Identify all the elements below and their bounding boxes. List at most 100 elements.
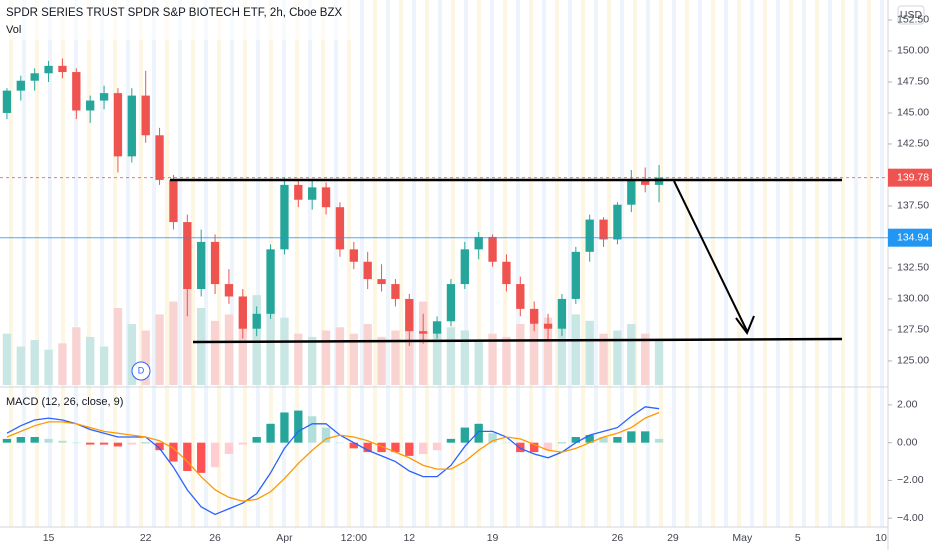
y-tick-label: 132.50: [897, 262, 929, 274]
last-price-label: 139.78: [897, 171, 929, 183]
volume-bar: [571, 314, 580, 385]
y-tick-label: 150.00: [897, 45, 929, 57]
macd-histogram: [197, 442, 206, 473]
macd-histogram: [141, 442, 150, 444]
marked-price-tag: [888, 228, 932, 247]
macd-histogram: [210, 442, 220, 468]
macd-histogram: [571, 437, 580, 443]
last-price-tag: [888, 168, 932, 187]
macd-histogram: [349, 442, 358, 449]
macd-histogram: [543, 442, 553, 451]
macd-histogram: [294, 410, 303, 443]
macd-histogram: [335, 442, 345, 444]
macd-histogram: [86, 442, 95, 445]
volume-bar: [44, 349, 53, 385]
y2-tick-label: −2.00: [897, 474, 924, 486]
candle-body: [363, 261, 372, 280]
macd-histogram: [419, 442, 428, 455]
macd-histogram: [72, 442, 81, 444]
macd-histogram: [516, 442, 525, 453]
macd-histogram: [363, 442, 372, 453]
candle-body: [488, 236, 497, 262]
volume-bar: [641, 333, 650, 385]
support-line: [192, 337, 843, 344]
volume-bar: [363, 324, 372, 385]
candle-body: [127, 95, 136, 157]
candle-body: [169, 179, 178, 223]
volume-bar: [86, 336, 95, 385]
event-marker[interactable]: [131, 361, 151, 381]
candle-body: [585, 219, 594, 252]
currency[interactable]: USD: [900, 9, 923, 21]
candle-body: [613, 204, 622, 240]
volume-bar: [349, 333, 358, 385]
macd-histogram: [613, 437, 622, 443]
candle-body: [502, 261, 511, 285]
candle-body: [210, 241, 220, 285]
candle-body: [308, 187, 317, 200]
macd-histogram: [474, 423, 483, 443]
macd-histogram: [557, 442, 567, 444]
volume-bar: [502, 336, 511, 385]
macd-histogram: [252, 437, 261, 443]
candle-body: [543, 323, 553, 329]
volume-bar: [58, 343, 67, 385]
candle-body: [86, 100, 95, 111]
macd-histogram: [585, 435, 594, 443]
volume-bar: [335, 327, 345, 385]
volume-bar: [16, 346, 25, 385]
currency-button[interactable]: [897, 5, 925, 25]
candle-body: [141, 95, 150, 136]
candle-body: [571, 251, 580, 299]
candle-body: [474, 236, 483, 250]
macd-histogram: [224, 442, 234, 455]
macd-histogram: [44, 438, 53, 443]
volume-bar: [266, 311, 275, 385]
macd-histogram: [155, 442, 164, 451]
macd-histogram: [308, 416, 317, 443]
candle-body: [266, 249, 275, 314]
volume-bar: [141, 330, 150, 385]
macd-histogram: [432, 442, 442, 451]
macd-histogram: [488, 433, 497, 443]
candle-body: [294, 184, 303, 200]
y-tick-label: 137.50: [897, 200, 929, 212]
candle-body: [530, 308, 539, 324]
macd-label: MACD (12, 26, close, 9): [6, 396, 123, 408]
macd-histogram: [530, 442, 539, 453]
volume-bar: [127, 324, 136, 385]
arrow-head: [735, 315, 755, 336]
volume-bar: [599, 333, 608, 385]
macd-histogram: [266, 423, 275, 443]
y-tick-label: 152.50: [897, 14, 929, 26]
volume-bar: [252, 295, 261, 385]
event-marker-label[interactable]: D: [138, 365, 145, 375]
volume-bar: [654, 340, 664, 385]
volume-bar: [585, 320, 594, 385]
macd-histogram: [377, 442, 386, 453]
candle-body: [391, 284, 400, 299]
macd-histogram: [99, 442, 109, 445]
candle-body: [113, 93, 123, 157]
macd-histogram: [654, 438, 664, 443]
volume-bar: [294, 333, 303, 385]
volume-bar: [557, 327, 567, 385]
volume-bar: [516, 324, 525, 385]
candle-body: [349, 249, 358, 262]
candle-body: [197, 241, 206, 290]
candle-body: [58, 65, 67, 73]
macd-histogram: [446, 438, 456, 443]
candle-body: [2, 90, 12, 113]
volume-bar: [543, 317, 553, 385]
volume-bar: [280, 317, 289, 385]
volume-bar: [613, 330, 622, 385]
x-tick-label: Apr: [276, 532, 293, 544]
macd-histogram: [391, 442, 400, 453]
macd-histogram: [58, 440, 67, 443]
candle-body: [432, 321, 442, 334]
macd-histogram: [127, 442, 136, 445]
volume-bar: [2, 333, 12, 385]
volume-bar: [377, 336, 386, 385]
candle-body: [641, 179, 650, 185]
